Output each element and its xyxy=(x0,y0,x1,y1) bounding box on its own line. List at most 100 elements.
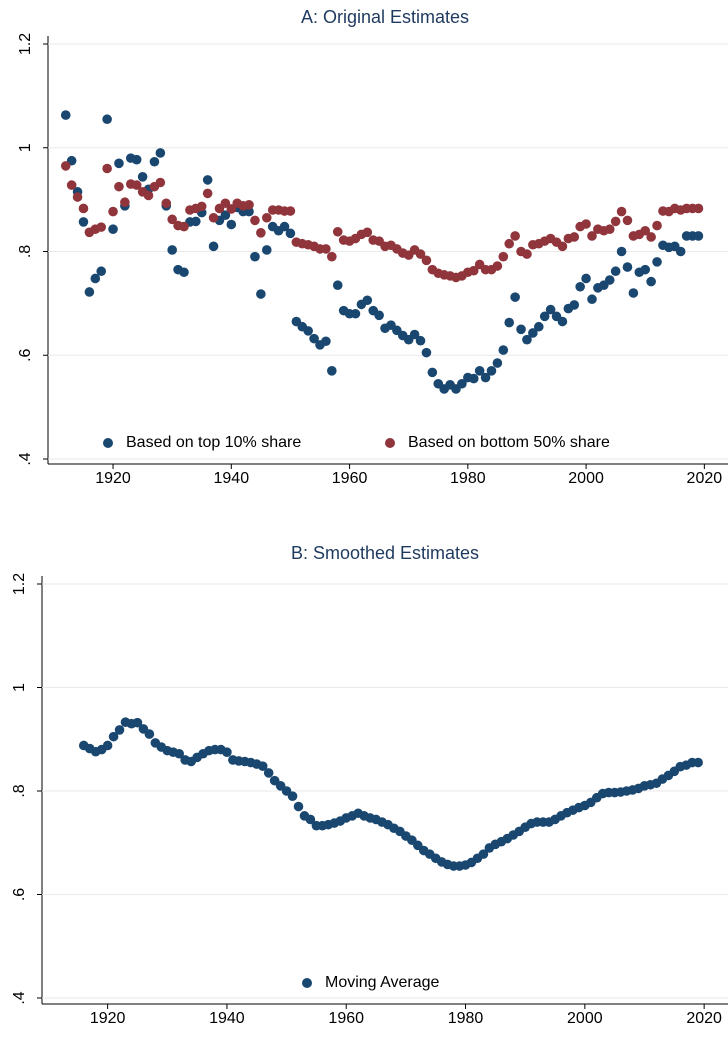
data-point xyxy=(492,261,503,271)
data-point xyxy=(569,232,580,242)
y-tick-label: .8 xyxy=(11,784,28,797)
data-point xyxy=(96,222,107,232)
data-point xyxy=(362,295,373,306)
data-point xyxy=(137,172,148,182)
data-point xyxy=(256,228,266,238)
data-point xyxy=(581,219,591,229)
legend-marker xyxy=(385,438,395,448)
data-point xyxy=(256,289,266,299)
data-point xyxy=(66,180,77,190)
data-point xyxy=(261,245,272,255)
data-point xyxy=(220,210,231,220)
data-point xyxy=(533,321,544,332)
data-point xyxy=(114,725,125,735)
data-point xyxy=(468,265,479,276)
data-point xyxy=(222,747,232,757)
data-point xyxy=(415,249,426,259)
y-tick-label: .4 xyxy=(17,452,34,465)
data-point xyxy=(616,206,627,217)
y-tick-label: 1.2 xyxy=(11,573,28,595)
data-point xyxy=(179,221,189,232)
chart-title: A: Original Estimates xyxy=(301,7,469,27)
data-point xyxy=(693,231,704,241)
data-point xyxy=(652,220,662,231)
data-point xyxy=(575,281,585,292)
data-point xyxy=(557,316,568,327)
data-point xyxy=(610,266,621,277)
data-point xyxy=(693,757,703,768)
y-tick-label: 1.2 xyxy=(17,33,34,55)
data-point xyxy=(84,287,95,297)
data-point xyxy=(191,216,201,227)
data-point xyxy=(321,244,331,254)
y-tick-label: .4 xyxy=(11,991,28,1004)
x-tick-label: 1960 xyxy=(328,1010,364,1027)
x-tick-label: 1920 xyxy=(95,470,131,487)
data-point xyxy=(421,255,432,266)
legend-marker xyxy=(302,978,312,988)
data-point xyxy=(244,200,254,210)
data-point xyxy=(646,276,656,287)
data-point xyxy=(202,188,213,199)
data-point xyxy=(652,257,662,267)
data-point xyxy=(480,372,491,383)
legend-marker xyxy=(103,438,113,448)
x-tick-label: 1920 xyxy=(90,1010,126,1027)
data-point xyxy=(244,206,254,217)
data-point xyxy=(622,215,633,226)
data-point xyxy=(522,249,532,259)
data-point xyxy=(179,267,189,278)
data-point xyxy=(305,814,316,825)
data-point xyxy=(516,324,526,335)
data-point xyxy=(60,161,71,171)
data-point xyxy=(102,740,113,751)
data-point xyxy=(486,366,497,376)
data-point xyxy=(108,731,119,742)
data-point xyxy=(646,232,656,242)
data-point xyxy=(478,849,489,859)
x-tick-label: 2020 xyxy=(687,470,723,487)
data-point xyxy=(202,175,213,185)
data-point xyxy=(303,326,313,336)
data-point xyxy=(102,114,112,125)
data-point xyxy=(279,221,290,232)
data-point xyxy=(468,373,479,384)
data-point xyxy=(350,308,361,319)
x-tick-label: 2000 xyxy=(568,470,604,487)
data-point xyxy=(693,203,704,214)
data-point xyxy=(374,310,384,321)
data-point xyxy=(332,280,343,291)
data-point xyxy=(628,288,639,298)
x-tick-label: 2020 xyxy=(686,1010,722,1027)
data-point xyxy=(78,203,89,214)
data-point xyxy=(161,198,172,209)
data-point xyxy=(498,345,509,355)
data-point xyxy=(474,366,485,376)
data-point xyxy=(120,197,130,208)
data-point xyxy=(321,336,331,347)
data-point xyxy=(143,190,154,201)
data-point xyxy=(131,154,142,165)
data-point xyxy=(261,212,272,223)
data-point xyxy=(569,300,580,310)
data-point xyxy=(167,214,177,225)
data-point xyxy=(220,198,231,209)
x-tick-label: 1980 xyxy=(450,470,486,487)
data-point xyxy=(250,251,260,262)
data-point xyxy=(72,192,83,202)
x-tick-label: 1980 xyxy=(448,1010,484,1027)
x-tick-label: 1940 xyxy=(214,470,250,487)
data-point xyxy=(539,311,550,322)
data-point xyxy=(587,294,597,305)
data-point xyxy=(362,227,373,238)
data-point xyxy=(208,241,219,252)
data-point xyxy=(167,245,177,255)
data-point xyxy=(421,347,432,358)
data-point xyxy=(263,768,274,778)
data-point xyxy=(581,273,591,284)
data-point xyxy=(131,180,142,190)
data-point xyxy=(587,231,597,241)
data-point xyxy=(640,264,651,275)
data-point xyxy=(196,201,207,212)
